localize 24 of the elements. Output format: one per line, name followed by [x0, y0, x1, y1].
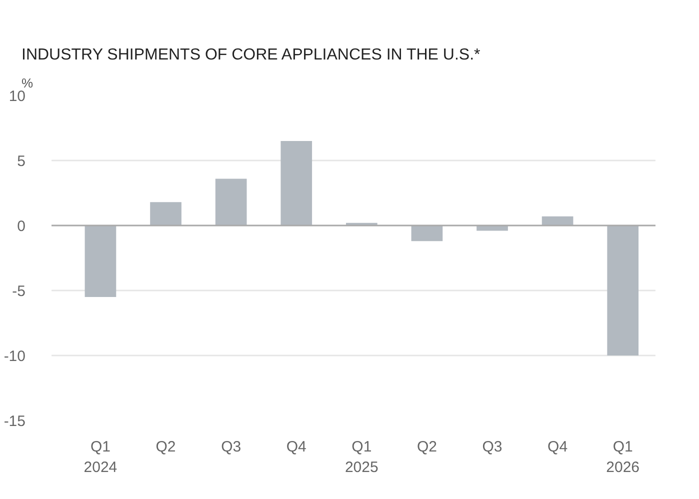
- chart-title: INDUSTRY SHIPMENTS OF CORE APPLIANCES IN THE U.S.*: [22, 46, 480, 64]
- y-tick-label: 0: [17, 218, 26, 235]
- x-tick-label: Q2: [416, 438, 437, 456]
- x-tick-label: Q2: [156, 438, 176, 456]
- y-tick-label: 10: [8, 88, 26, 105]
- x-tick-label: Q4: [286, 438, 306, 456]
- y-tick-label: 5: [17, 153, 26, 170]
- y-tick-label: -10: [4, 348, 26, 365]
- x-tick-label: Q1 2024: [84, 438, 118, 476]
- bar: [150, 202, 182, 226]
- bar: [542, 216, 574, 226]
- bar: [411, 226, 443, 242]
- x-tick-label: Q4: [548, 438, 568, 456]
- x-tick-label: Q3: [221, 438, 242, 456]
- bar: [215, 178, 247, 226]
- bar: [607, 226, 639, 356]
- y-tick-label: -5: [12, 283, 26, 300]
- x-tick-label: Q1 2025: [344, 438, 378, 476]
- bar: [280, 141, 312, 226]
- y-axis-title: %: [22, 76, 34, 90]
- bar: [84, 226, 116, 297]
- y-tick-label: -15: [4, 413, 26, 430]
- x-tick-label: Q3: [482, 438, 502, 456]
- x-tick-label: Q1 2026: [606, 438, 640, 476]
